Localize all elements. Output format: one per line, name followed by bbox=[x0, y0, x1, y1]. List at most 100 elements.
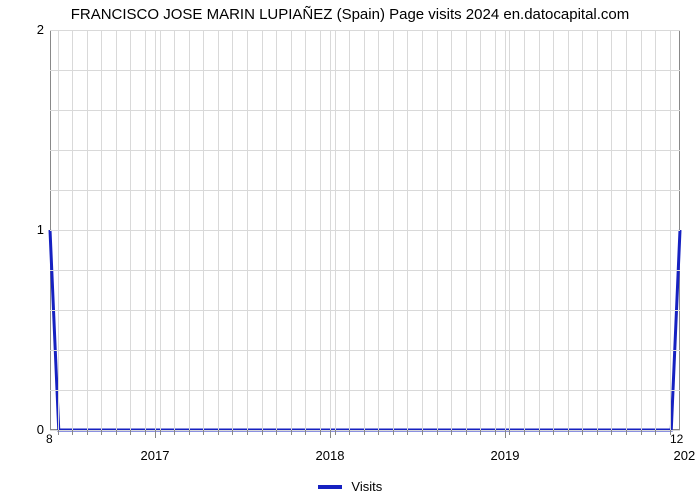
gridline-v-minor bbox=[364, 30, 365, 430]
corner-label-right: 12 bbox=[670, 432, 683, 446]
gridline-v-minor bbox=[539, 30, 540, 430]
x-tick-minor bbox=[101, 430, 102, 435]
x-tick-label: 2018 bbox=[316, 448, 345, 463]
x-tick-minor bbox=[116, 430, 117, 435]
gridline-v-minor bbox=[218, 30, 219, 430]
gridline-v-minor bbox=[582, 30, 583, 430]
gridline-v-minor bbox=[291, 30, 292, 430]
x-tick-label-clipped: 202 bbox=[673, 448, 695, 463]
x-tick-minor bbox=[247, 430, 248, 435]
gridline-v-minor bbox=[655, 30, 656, 430]
x-tick-major bbox=[330, 430, 331, 438]
x-tick-minor bbox=[553, 430, 554, 435]
chart-container: FRANCISCO JOSE MARIN LUPIAÑEZ (Spain) Pa… bbox=[0, 0, 700, 500]
gridline-v-minor bbox=[232, 30, 233, 430]
gridline-v-minor bbox=[189, 30, 190, 430]
gridline-v-minor bbox=[480, 30, 481, 430]
x-tick-label: 2017 bbox=[141, 448, 170, 463]
x-tick-minor bbox=[262, 430, 263, 435]
x-tick-minor bbox=[582, 430, 583, 435]
x-tick-minor bbox=[611, 430, 612, 435]
x-tick-minor bbox=[378, 430, 379, 435]
gridline-v-minor bbox=[174, 30, 175, 430]
gridline-v-minor bbox=[87, 30, 88, 430]
x-tick-minor bbox=[641, 430, 642, 435]
gridline-v-minor bbox=[320, 30, 321, 430]
x-tick-minor bbox=[655, 430, 656, 435]
gridline-v-minor bbox=[378, 30, 379, 430]
gridline-v-minor bbox=[116, 30, 117, 430]
gridline-v-minor bbox=[422, 30, 423, 430]
x-tick-minor bbox=[218, 430, 219, 435]
legend: Visits bbox=[0, 478, 700, 494]
gridline-v-minor bbox=[641, 30, 642, 430]
y-tick-label: 1 bbox=[4, 222, 44, 237]
gridline-v-minor bbox=[349, 30, 350, 430]
x-tick-minor bbox=[495, 430, 496, 435]
x-tick-minor bbox=[364, 430, 365, 435]
gridline-v-minor bbox=[597, 30, 598, 430]
gridline-v-minor bbox=[72, 30, 73, 430]
x-tick-minor bbox=[130, 430, 131, 435]
x-tick-minor bbox=[509, 430, 510, 435]
gridline-v-minor bbox=[160, 30, 161, 430]
x-tick-minor bbox=[539, 430, 540, 435]
x-tick-minor bbox=[232, 430, 233, 435]
x-tick-major bbox=[155, 430, 156, 438]
gridline-v-minor bbox=[509, 30, 510, 430]
gridline-v-minor bbox=[407, 30, 408, 430]
y-tick-label: 0 bbox=[4, 422, 44, 437]
x-tick-minor bbox=[597, 430, 598, 435]
gridline-v-major bbox=[155, 30, 156, 430]
x-tick-minor bbox=[349, 430, 350, 435]
gridline-v-minor bbox=[145, 30, 146, 430]
gridline-v-minor bbox=[393, 30, 394, 430]
x-tick-minor bbox=[72, 430, 73, 435]
x-tick-minor bbox=[480, 430, 481, 435]
x-tick-label: 2019 bbox=[491, 448, 520, 463]
x-tick-minor bbox=[626, 430, 627, 435]
legend-swatch bbox=[318, 485, 342, 489]
gridline-v-minor bbox=[247, 30, 248, 430]
gridline-v-minor bbox=[524, 30, 525, 430]
plot-area bbox=[50, 30, 680, 430]
gridline-v-minor bbox=[130, 30, 131, 430]
x-tick-minor bbox=[407, 430, 408, 435]
x-tick-minor bbox=[466, 430, 467, 435]
chart-title: FRANCISCO JOSE MARIN LUPIAÑEZ (Spain) Pa… bbox=[0, 6, 700, 23]
x-tick-minor bbox=[145, 430, 146, 435]
x-tick-minor bbox=[320, 430, 321, 435]
x-tick-minor bbox=[422, 430, 423, 435]
gridline-v-major bbox=[505, 30, 506, 430]
y-tick-label: 2 bbox=[4, 22, 44, 37]
x-tick-minor bbox=[568, 430, 569, 435]
legend-label: Visits bbox=[351, 479, 382, 494]
gridline-v-minor bbox=[626, 30, 627, 430]
x-tick-minor bbox=[335, 430, 336, 435]
gridline-v-minor bbox=[451, 30, 452, 430]
x-tick-minor bbox=[305, 430, 306, 435]
x-tick-minor bbox=[203, 430, 204, 435]
x-tick-minor bbox=[160, 430, 161, 435]
gridline-v-minor bbox=[466, 30, 467, 430]
gridline-v-minor bbox=[305, 30, 306, 430]
gridline-v-minor bbox=[568, 30, 569, 430]
gridline-v-minor bbox=[262, 30, 263, 430]
gridline-v-minor bbox=[335, 30, 336, 430]
x-tick-minor bbox=[276, 430, 277, 435]
gridline-v-minor bbox=[611, 30, 612, 430]
x-tick-minor bbox=[437, 430, 438, 435]
x-tick-minor bbox=[189, 430, 190, 435]
corner-label-left: 8 bbox=[46, 432, 53, 446]
gridline-v-major bbox=[330, 30, 331, 430]
x-tick-minor bbox=[174, 430, 175, 435]
x-tick-major bbox=[505, 430, 506, 438]
gridline-v-minor bbox=[101, 30, 102, 430]
gridline-v-minor bbox=[670, 30, 671, 430]
gridline-v-minor bbox=[495, 30, 496, 430]
x-tick-minor bbox=[291, 430, 292, 435]
gridline-v-minor bbox=[437, 30, 438, 430]
gridline-v-minor bbox=[203, 30, 204, 430]
x-tick-minor bbox=[393, 430, 394, 435]
x-tick-minor bbox=[58, 430, 59, 435]
